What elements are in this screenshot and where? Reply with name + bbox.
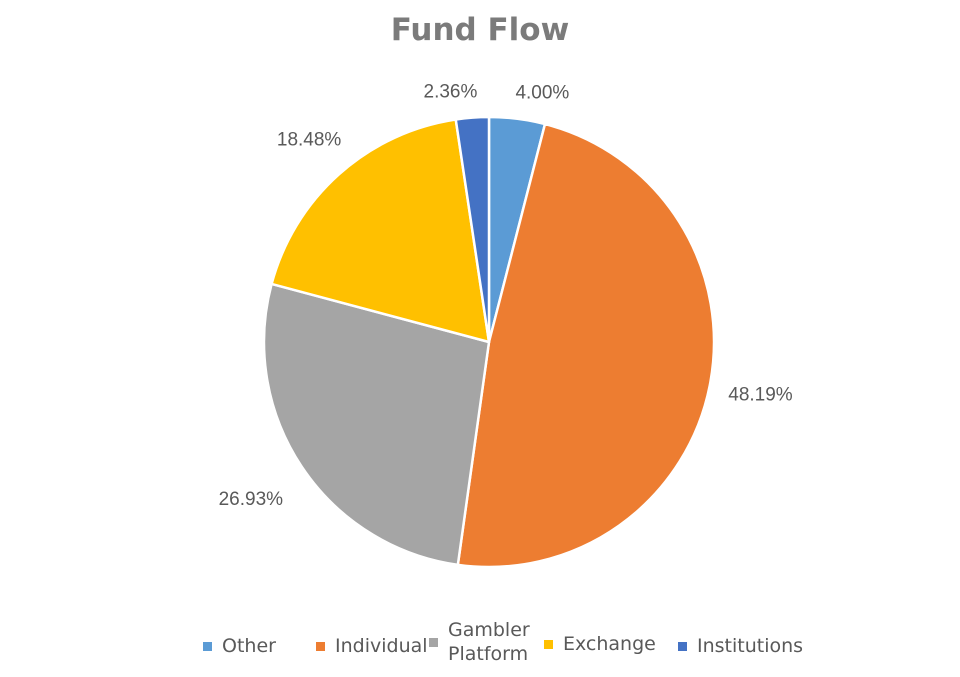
pie-slice-exchange <box>270 118 491 344</box>
legend-label-gambler-platform: Gambler Platform <box>448 619 530 665</box>
chart-legend: Other Individual Gambler Platform Exchan… <box>0 616 960 672</box>
legend-item-other: Other <box>203 634 276 658</box>
legend-item-exchange: Exchange <box>544 632 656 656</box>
data-label-institutions: 2.36% <box>424 81 478 102</box>
data-label-exchange: 18.48% <box>277 130 342 151</box>
legend-item-gambler-platform: Gambler Platform <box>429 618 530 666</box>
pie-slices <box>262 115 716 569</box>
legend-label-other: Other <box>222 635 276 657</box>
legend-swatch-gambler-platform <box>429 637 438 647</box>
legend-swatch-individual <box>316 641 325 651</box>
legend-swatch-exchange <box>544 639 553 649</box>
data-label-individual: 48.19% <box>728 385 793 406</box>
pie-slice-individual <box>456 122 716 569</box>
pie-slice-institutions <box>454 115 491 344</box>
legend-item-individual: Individual <box>316 634 428 658</box>
legend-swatch-other <box>203 641 212 651</box>
data-label-gambler-platform: 26.93% <box>219 489 284 510</box>
data-label-other: 4.00% <box>515 83 569 104</box>
chart-title: Fund Flow <box>390 12 570 48</box>
legend-label-individual: Individual <box>335 635 428 657</box>
pie-data-labels: 4.00% 48.19% 26.93% 18.48% 2.36% <box>219 81 793 510</box>
legend-swatch-institutions <box>678 641 687 651</box>
legend-label-institutions: Institutions <box>697 635 804 657</box>
legend-label-exchange: Exchange <box>563 633 656 655</box>
legend-item-institutions: Institutions <box>678 634 803 658</box>
pie-slice-gambler-platform <box>262 282 491 567</box>
